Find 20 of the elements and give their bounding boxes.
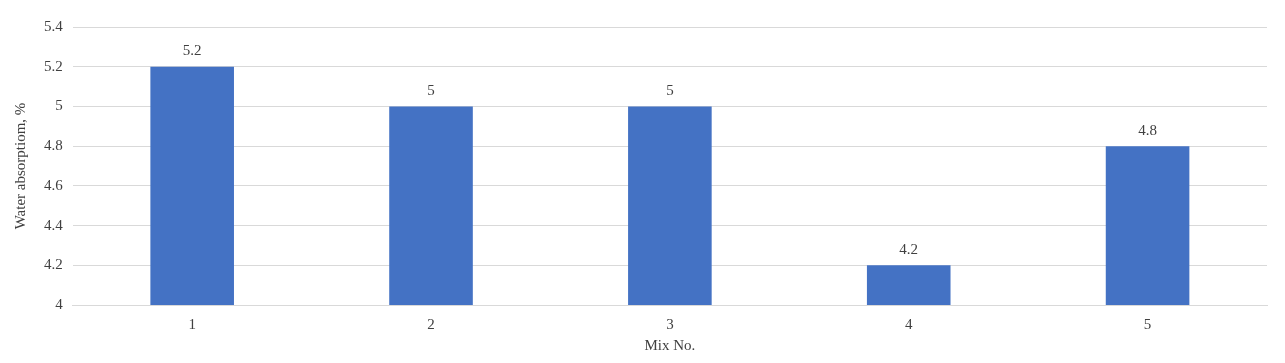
y-tick-label: 4 bbox=[55, 295, 64, 312]
data-label: 5 bbox=[666, 81, 674, 98]
x-tick-label: 1 bbox=[188, 315, 196, 332]
x-tick-label: 2 bbox=[427, 315, 435, 332]
y-tick-label: 5 bbox=[55, 97, 63, 114]
data-label: 4.2 bbox=[899, 240, 919, 257]
data-label: 5 bbox=[427, 81, 435, 98]
x-tick-label: 3 bbox=[666, 315, 674, 332]
data-label: 5.2 bbox=[182, 42, 202, 59]
y-axis-title: Water absorptiom, % bbox=[11, 102, 28, 230]
x-axis-title: Mix No. bbox=[644, 336, 696, 353]
y-tick-label: 4.6 bbox=[44, 176, 64, 193]
y-tick-label: 4.8 bbox=[44, 137, 63, 154]
y-tick-label: 5.2 bbox=[44, 57, 63, 74]
x-tick-label: 4 bbox=[904, 315, 913, 332]
y-tick-label: 5.4 bbox=[44, 17, 64, 34]
data-label: 4.8 bbox=[1138, 121, 1157, 138]
x-tick-label: 5 bbox=[1143, 315, 1152, 332]
y-tick-label: 4.4 bbox=[44, 216, 64, 233]
y-tick-label: 4.2 bbox=[44, 256, 63, 273]
